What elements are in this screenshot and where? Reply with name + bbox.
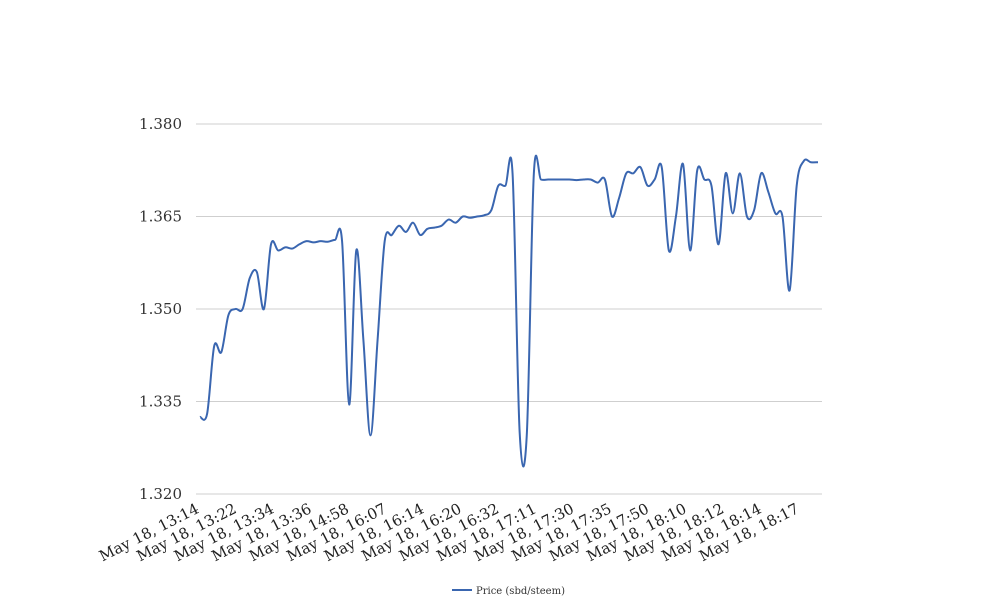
y-tick-label: 1.365	[139, 208, 182, 226]
y-tick-label: 1.380	[139, 115, 182, 133]
legend: Price (sbd/steem)	[452, 586, 565, 597]
legend-label-price: Price (sbd/steem)	[476, 586, 565, 597]
gridlines	[196, 123, 822, 495]
y-tick-label: 1.335	[139, 393, 182, 411]
series-line-price	[199, 154, 819, 468]
series-lines	[199, 154, 819, 468]
y-tick-label: 1.320	[139, 485, 182, 503]
y-axis-tick-labels: 1.320 1.335 1.350 1.365 1.380	[139, 115, 182, 503]
y-tick-label: 1.350	[139, 300, 182, 318]
